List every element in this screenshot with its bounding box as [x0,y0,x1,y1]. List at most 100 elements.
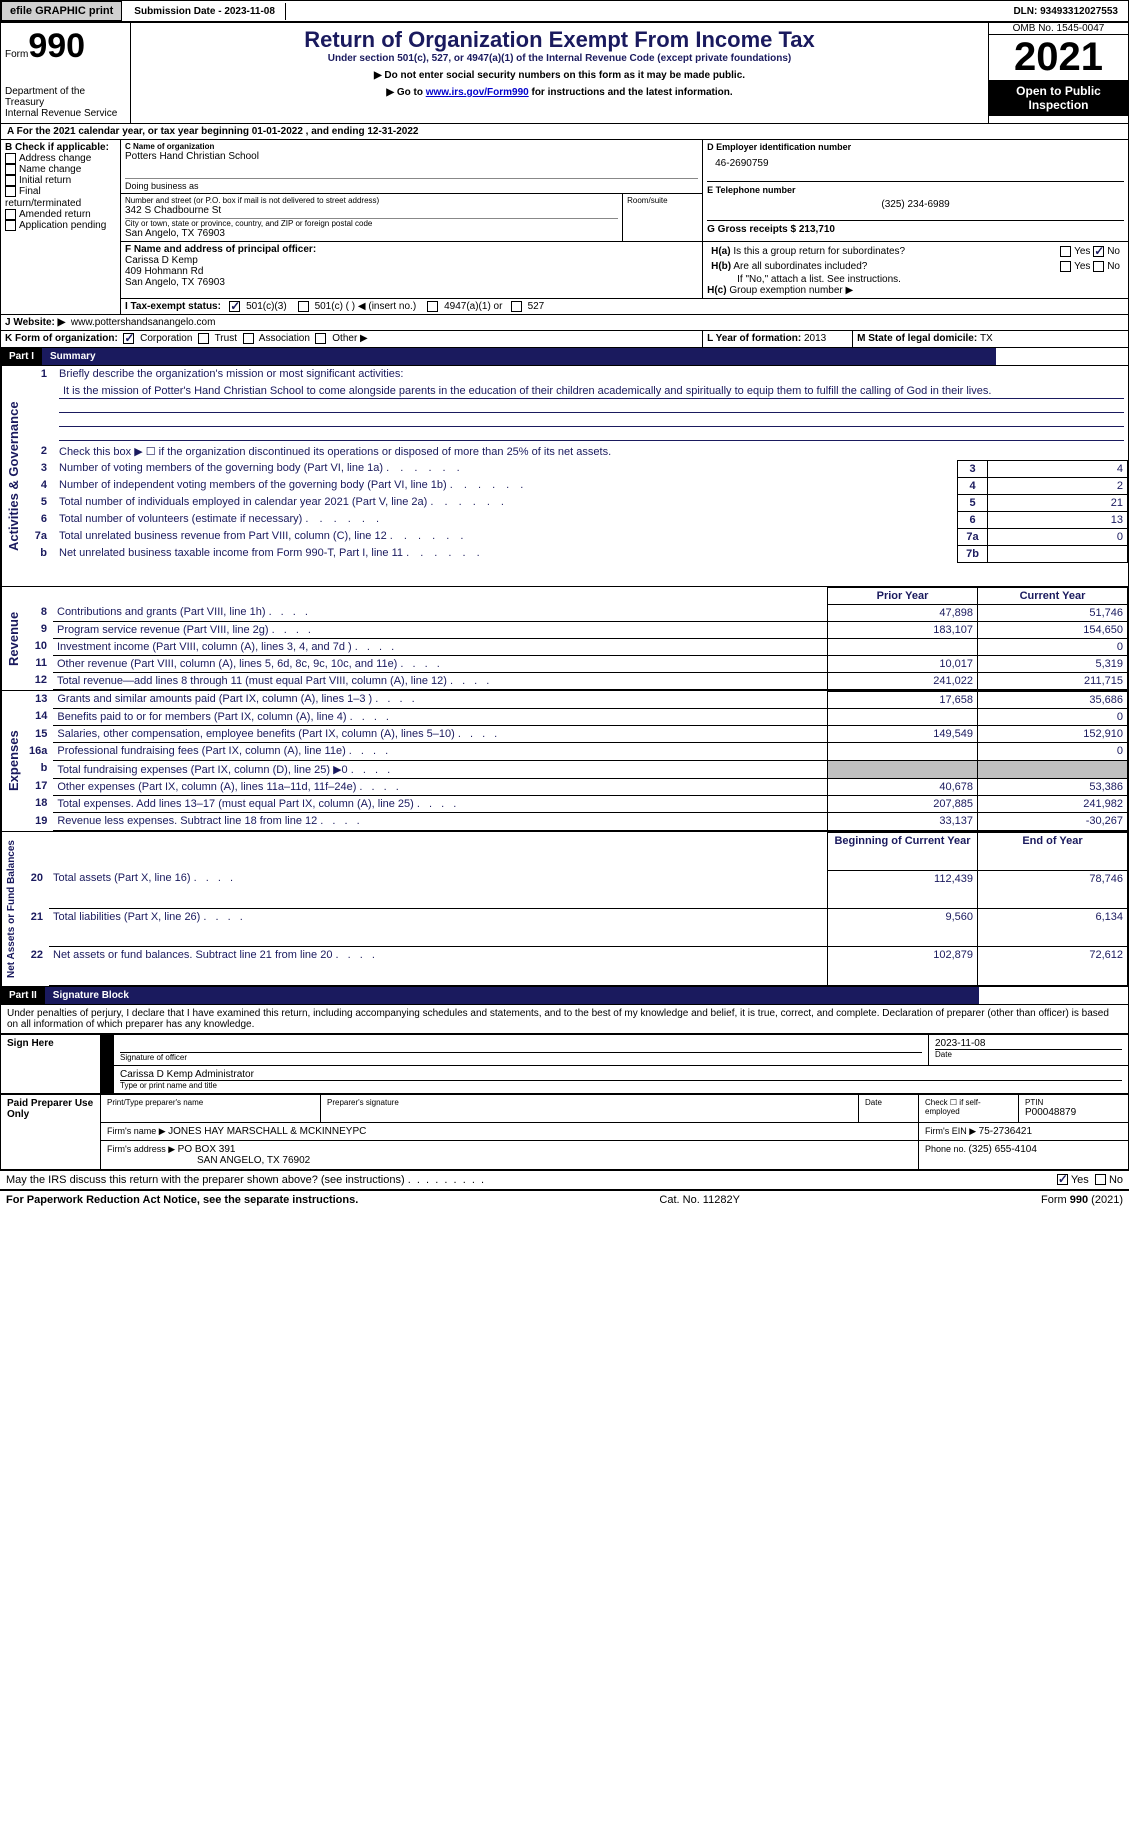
prior-year-value [828,638,978,655]
form-header: Form990 Department of the Treasury Inter… [0,22,1129,124]
rev-line: Total expenses. Add lines 13–17 (must eq… [53,795,827,812]
b-option-checkbox[interactable] [5,175,16,186]
ptin: P00048879 [1025,1107,1122,1118]
city: San Angelo, TX 76903 [125,228,618,239]
subtitle-3: ▶ Go to www.irs.gov/Form990 for instruct… [135,87,984,98]
date-label: Date [935,1049,1122,1059]
street-label: Number and street (or P.O. box if mail i… [125,196,618,205]
vert-revenue: Revenue [1,587,25,690]
submission-date: Submission Date - 2023-11-08 [124,3,286,20]
sign-here-label: Sign Here [1,1034,101,1093]
summary-line: Number of independent voting members of … [55,477,958,494]
irs-link[interactable]: www.irs.gov/Form990 [426,87,529,98]
perjury-declaration: Under penalties of perjury, I declare th… [0,1005,1129,1034]
line1-label: Briefly describe the organization's miss… [55,366,1128,382]
rev-line: Total fundraising expenses (Part IX, col… [53,760,827,778]
k-assoc-checkbox[interactable] [243,333,254,344]
line-a: A For the 2021 calendar year, or tax yea… [7,126,252,137]
b-option-label: Address change [19,153,91,164]
b-option-label: Final return/terminated [5,187,81,209]
form-word: Form [5,49,28,60]
current-year-value: 241,982 [978,795,1128,812]
rev-line: Total liabilities (Part X, line 26) . . … [49,909,828,947]
form-title: Return of Organization Exempt From Incom… [135,27,984,53]
b-option-checkbox[interactable] [5,209,16,220]
rev-line: Net assets or fund balances. Subtract li… [49,947,828,985]
b-option-checkbox[interactable] [5,186,16,197]
typed-name: Carissa D Kemp Administrator [120,1069,1122,1080]
top-bar: efile GRAPHIC print Submission Date - 20… [0,0,1129,22]
b-option-checkbox[interactable] [5,153,16,164]
discuss-no-checkbox[interactable] [1095,1174,1106,1185]
b-option-checkbox[interactable] [5,220,16,231]
hb-no-checkbox[interactable] [1093,261,1104,272]
street: 342 S Chadbourne St [125,205,618,216]
i-501c3-checkbox[interactable] [229,301,240,312]
dln: DLN: 93493312027553 [1003,3,1128,20]
footer-catno: Cat. No. 11282Y [659,1194,740,1206]
b-label: B Check if applicable: [5,142,116,153]
current-year-value: 35,686 [978,691,1128,708]
subtitle-2: ▶ Do not enter social security numbers o… [135,70,984,81]
b-option-label: Name change [19,164,81,175]
tax-year: 2021 [989,35,1128,80]
k-trust-checkbox[interactable] [198,333,209,344]
current-year-value: 0 [978,708,1128,725]
sig-officer-label: Signature of officer [120,1052,922,1062]
b-option-label: Application pending [19,220,106,231]
i-4947-checkbox[interactable] [427,301,438,312]
open-public-inspection: Open to Public Inspection [989,80,1128,116]
rev-line: Total revenue—add lines 8 through 11 (mu… [53,672,828,689]
line-box: 7b [958,545,988,562]
j-label: J Website: ▶ [5,317,65,328]
ha-yes-checkbox[interactable] [1060,246,1071,257]
part1-title: Summary [42,348,996,365]
footer-paperwork: For Paperwork Reduction Act Notice, see … [6,1194,358,1206]
e-label: E Telephone number [707,181,1124,195]
self-employed-check[interactable]: Check ☐ if self-employed [919,1094,1019,1122]
mission-text: It is the mission of Potter's Hand Chris… [59,384,1124,399]
prior-year-value: 9,560 [828,909,978,947]
k-other-checkbox[interactable] [315,333,326,344]
sig-date: 2023-11-08 [935,1038,1122,1049]
discuss-yes-checkbox[interactable] [1057,1174,1068,1185]
prior-year-value: 40,678 [828,778,978,795]
line-box: 7a [958,528,988,545]
org-name: Potters Hand Christian School [125,151,698,162]
i-501c-checkbox[interactable] [298,301,309,312]
firm-name: JONES HAY MARSCHALL & MCKINNEYPC [168,1126,366,1137]
i-527-checkbox[interactable] [511,301,522,312]
ein: 46-2690759 [707,152,1124,181]
summary-line: Total unrelated business revenue from Pa… [55,528,958,545]
rev-line: Other revenue (Part VIII, column (A), li… [53,655,828,672]
current-year-value: 0 [978,638,1128,655]
vert-activities-governance: Activities & Governance [1,366,25,586]
efile-print-button[interactable]: efile GRAPHIC print [1,1,122,21]
rev-line: Professional fundraising fees (Part IX, … [53,743,827,760]
b-option-label: Initial return [19,175,71,186]
b-option-checkbox[interactable] [5,164,16,175]
phone: (325) 234-6989 [707,195,1124,220]
i-label: I Tax-exempt status: [125,301,221,312]
prior-year-value: 17,658 [828,691,978,708]
firm-ein: 75-2736421 [979,1126,1032,1137]
ha-no-checkbox[interactable] [1093,246,1104,257]
part2-title: Signature Block [45,987,979,1004]
form-number: 990 [28,27,85,65]
current-year-value: 0 [978,743,1128,760]
current-year-value: 154,650 [978,621,1128,638]
current-year-value: 211,715 [978,672,1128,689]
line-value: 4 [988,460,1128,477]
line-value: 13 [988,511,1128,528]
k-corp-checkbox[interactable] [123,333,134,344]
dept-irs: Internal Revenue Service [5,108,126,119]
state-domicile: TX [980,333,993,344]
summary-line: Number of voting members of the governin… [55,460,958,477]
prior-year-value: 241,022 [828,672,978,689]
rev-line: Other expenses (Part IX, column (A), lin… [53,778,827,795]
website: www.pottershandsanangelo.com [71,317,216,328]
hb-yes-checkbox[interactable] [1060,261,1071,272]
prior-year-value: 112,439 [828,870,978,908]
current-year-value: 78,746 [978,870,1128,908]
current-year-value: 51,746 [978,604,1128,621]
